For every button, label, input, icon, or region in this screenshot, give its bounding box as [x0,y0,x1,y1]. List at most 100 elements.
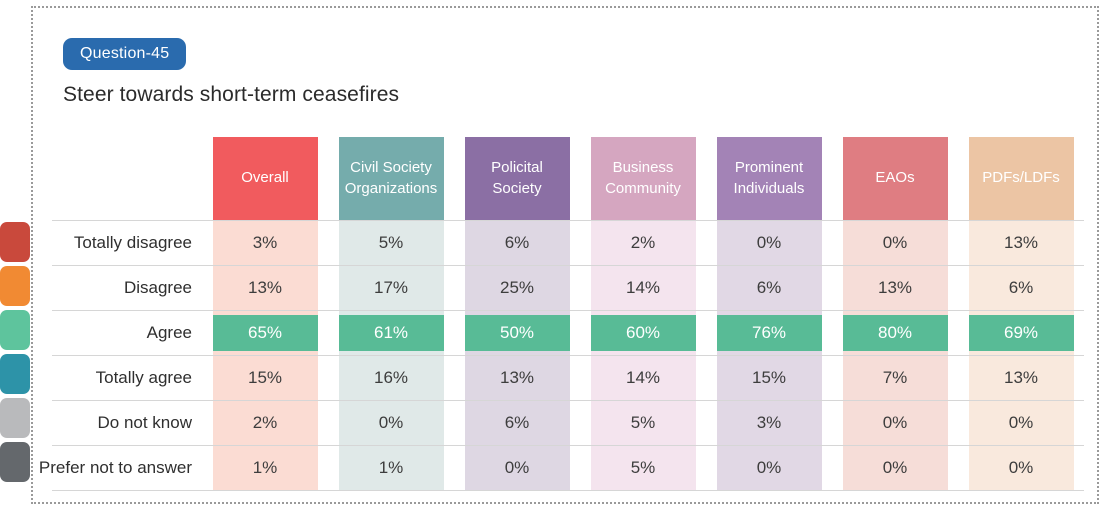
column-header-7: PDFs/LDFs [968,137,1074,220]
cell-tint: 80% [842,311,948,355]
value-cell: 0% [958,401,1084,445]
value-cell: 1% [328,446,454,490]
cell-value: 13% [499,368,535,387]
value-cell: 3% [706,401,832,445]
header-block: Question-45 Steer towards short-term cea… [63,38,399,107]
cell-value: 65% [247,323,283,342]
cell-value: 6% [756,278,782,297]
cell-value: 0% [1008,413,1034,432]
cell-tint: 13% [212,266,318,310]
cell-value: 16% [373,368,409,387]
cell-tint: 5% [338,221,444,265]
cell-tint: 61% [338,311,444,355]
value-cell: 17% [328,266,454,310]
value-cell: 13% [958,356,1084,400]
cell-tint: 16% [338,356,444,400]
column-header-cell: Business Community [580,137,706,220]
cell-value: 0% [882,233,908,252]
cell-tint: 6% [464,221,570,265]
cell-tint: 50% [464,311,570,355]
column-header-cell: EAOs [832,137,958,220]
cell-value: 13% [877,278,913,297]
value-cell: 0% [832,446,958,490]
cell-tint: 65% [212,311,318,355]
column-header-5: Prominent Individuals [716,137,822,220]
row-label: Totally disagree [73,233,192,252]
legend-swatch-2 [0,266,30,306]
cell-tint: 14% [590,356,696,400]
value-cell: 2% [580,221,706,265]
cell-value: 14% [625,368,661,387]
cell-value: 60% [625,323,661,342]
header-spacer [52,137,202,220]
cell-tint: 0% [842,221,948,265]
value-cell: 0% [832,401,958,445]
cell-value: 7% [882,368,908,387]
value-cell: 0% [706,446,832,490]
highlight-cell: 60% [580,311,706,355]
cell-tint: 6% [968,266,1074,310]
column-header-cell: Prominent Individuals [706,137,832,220]
column-header-4: Business Community [590,137,696,220]
column-header-2: Civil Society Organizations [338,137,444,220]
row-label: Agree [146,323,192,342]
page-title: Steer towards short-term ceasefires [63,83,400,106]
highlight-cell: 80% [832,311,958,355]
cell-value: 25% [499,278,535,297]
cell-value: 2% [252,413,278,432]
results-table: Overall Civil Society Organizations Polici… [39,137,1084,491]
legend-swatch-3 [0,310,30,350]
cell-tint: 13% [968,356,1074,400]
cell-tint: 0% [842,401,948,445]
cell-tint: 6% [716,266,822,310]
cell-tint: 5% [590,446,696,490]
column-header-cell: Civil Society Organizations [328,137,454,220]
cell-tint: 0% [464,446,570,490]
cell-tint: 7% [842,356,948,400]
cell-value: 15% [247,368,283,387]
highlight-bar [716,315,822,351]
cell-value: 13% [247,278,283,297]
cell-tint: 5% [590,401,696,445]
value-cell: 13% [832,266,958,310]
cell-value: 50% [499,323,535,342]
highlight-bar [212,315,318,351]
column-header-cell: PDFs/LDFs [958,137,1084,220]
cell-tint: 17% [338,266,444,310]
cell-value: 14% [625,278,661,297]
cell-tint: 13% [464,356,570,400]
row-legend [0,222,30,482]
cell-value: 0% [1008,458,1034,477]
value-cell: 6% [706,266,832,310]
cell-tint: 60% [590,311,696,355]
cell-value: 2% [630,233,656,252]
table-header-row: Overall Civil Society Organizations Polici… [52,137,1084,220]
cell-tint: 15% [716,356,822,400]
cell-value: 1% [378,458,404,477]
column-header-cell: Policital Society [454,137,580,220]
table-row: Totally agree 15% 16% 13% 14% 15% 7% 13% [52,356,1084,401]
value-cell: 0% [832,221,958,265]
value-cell: 5% [580,446,706,490]
cell-value: 1% [252,458,278,477]
value-cell: 1% [202,446,328,490]
cell-value: 69% [1003,323,1039,342]
cell-value: 3% [756,413,782,432]
cell-value: 0% [378,413,404,432]
value-cell: 0% [706,221,832,265]
cell-tint: 0% [338,401,444,445]
highlight-bar [842,315,948,351]
value-cell: 0% [454,446,580,490]
cell-value: 0% [756,233,782,252]
table-row: Disagree 13% 17% 25% 14% 6% 13% 6% [52,266,1084,311]
row-label: Totally agree [95,368,192,387]
question-badge: Question-45 [63,38,187,70]
value-cell: 7% [832,356,958,400]
highlight-bar [464,315,570,351]
value-cell: 15% [202,356,328,400]
cell-tint: 0% [716,446,822,490]
cell-value: 17% [373,278,409,297]
column-header-3: Policital Society [464,137,570,220]
table-row: Do not know 2% 0% 6% 5% 3% 0% 0% [52,401,1084,446]
